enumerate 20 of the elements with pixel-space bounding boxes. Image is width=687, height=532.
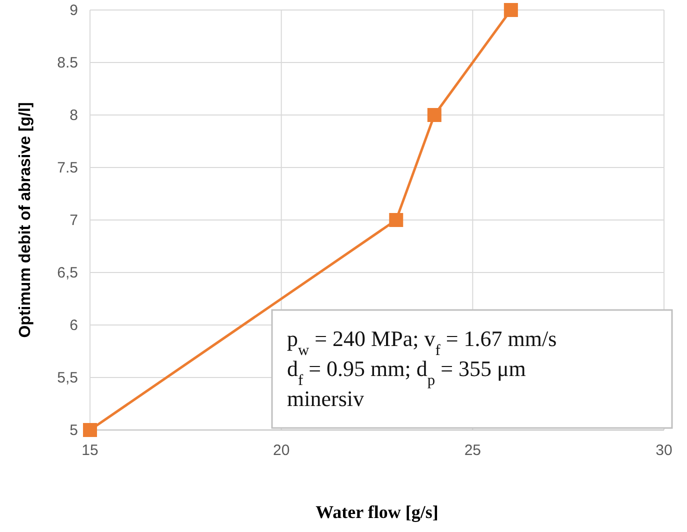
point: [389, 213, 404, 227]
point: [504, 3, 518, 17]
x-tick-label: 30: [656, 442, 672, 459]
point: [427, 108, 442, 122]
x-tick-label: 20: [272, 442, 290, 459]
x-tick-label: 25: [464, 442, 482, 459]
x-tick-label: 15: [82, 442, 98, 459]
y-tick-label: 7.5: [57, 160, 78, 176]
y-tick-label: 6: [70, 317, 78, 334]
y-tick-label: 9: [70, 2, 78, 19]
y-axis-title: Optimum debit of abrasive [g/l]: [17, 102, 34, 338]
point: [83, 423, 97, 437]
x-axis-title: Water flow [g/s]: [316, 502, 438, 522]
y-tick-label: 6,5: [57, 264, 78, 282]
text: p$_{w}$ = 240 MPa; v$_{f}$ = 1.67 mm/s d$_{f}$ = 0.95 mm; d$_{p}$ = 355 μm minersiv: [287, 326, 557, 411]
y-tick-label: 8: [70, 107, 78, 124]
y-tick-label: 5: [70, 422, 78, 439]
y-tick-label: 8.5: [57, 54, 78, 72]
y-tick-label: 5,5: [57, 370, 78, 386]
y-tick-label: 7: [70, 212, 78, 229]
